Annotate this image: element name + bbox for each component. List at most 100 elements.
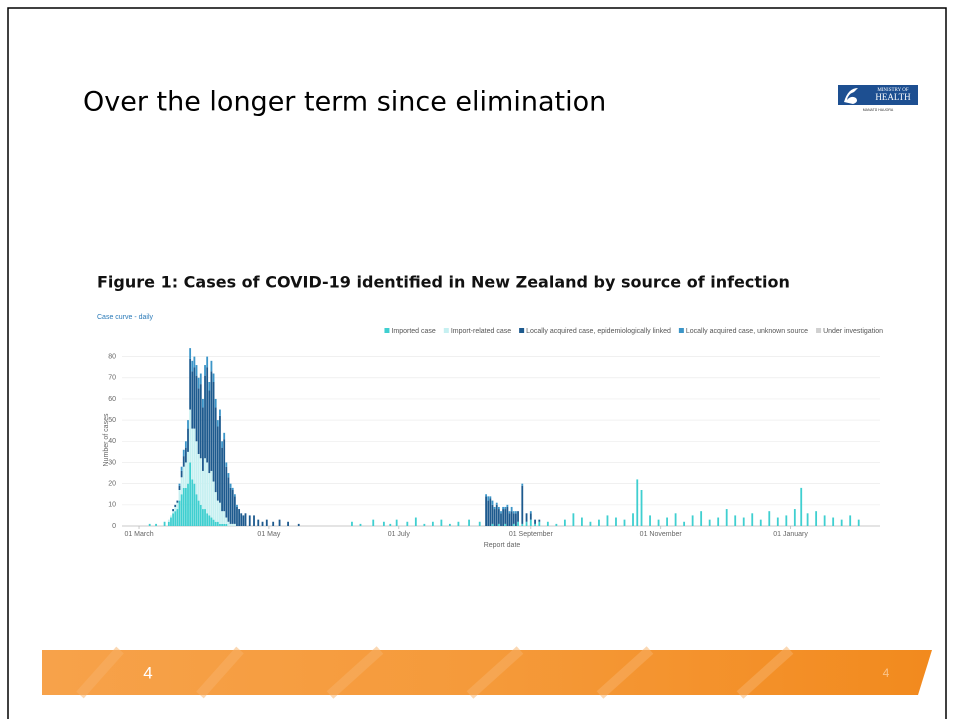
bar-segment — [221, 441, 223, 447]
bar-segment — [581, 518, 583, 526]
bar-segment — [530, 513, 532, 519]
bar-segment — [225, 467, 227, 518]
bar-segment — [406, 522, 408, 526]
bar-segment — [196, 494, 198, 526]
bar-segment — [272, 522, 274, 526]
bar-segment — [215, 492, 217, 522]
bar-segment — [538, 522, 540, 526]
bar-segment — [785, 515, 787, 526]
bar-segment — [183, 467, 185, 488]
y-tick-label: 70 — [108, 375, 116, 382]
bar-segment — [743, 518, 745, 526]
bar-segment — [202, 399, 204, 407]
bar-segment — [234, 524, 236, 526]
bar-segment — [206, 367, 208, 462]
bar-segment — [196, 441, 198, 494]
bar-segment — [487, 496, 489, 500]
bar-segment — [208, 473, 210, 515]
bar-segment — [168, 522, 170, 526]
bar-segment — [500, 513, 502, 526]
bar-segment — [734, 515, 736, 526]
bar-segment — [389, 524, 391, 526]
bar-segment — [204, 458, 206, 509]
bar-segment — [189, 410, 191, 463]
bar-segment — [498, 524, 500, 526]
x-tick-label: 01 January — [773, 531, 808, 538]
bar-segment — [666, 518, 668, 526]
bar-segment — [717, 518, 719, 526]
bar-segment — [692, 515, 694, 526]
bar-segment — [172, 513, 174, 526]
bar-segment — [760, 520, 762, 526]
bar-segment — [215, 399, 217, 407]
bar-segment — [170, 518, 172, 526]
bar-segment — [751, 513, 753, 526]
bar-segment — [202, 509, 204, 526]
bar-segment — [675, 513, 677, 526]
bar-segment — [515, 513, 517, 526]
bar-segment — [238, 509, 240, 526]
bar-segment — [489, 498, 491, 526]
bar-segment — [641, 490, 643, 526]
bar-segment — [206, 513, 208, 526]
bar-segment — [547, 522, 549, 526]
bar-segment — [183, 450, 185, 456]
bar-segment — [217, 426, 219, 500]
bar-segment — [253, 515, 255, 526]
x-tick-label: 01 May — [257, 531, 280, 538]
bar-segment — [213, 482, 215, 520]
bar-segment — [590, 522, 592, 526]
bar-segment — [240, 513, 242, 526]
bar-segment — [228, 477, 230, 521]
bar-segment — [509, 511, 511, 513]
bar-segment — [492, 524, 494, 526]
page-number: 4 — [143, 663, 152, 682]
bar-segment — [496, 505, 498, 526]
bar-segment — [232, 524, 234, 526]
bar-segment — [555, 524, 557, 526]
bar-segment — [211, 518, 213, 526]
y-tick-label: 40 — [108, 438, 116, 445]
bar-segment — [198, 501, 200, 526]
bar-segment — [213, 382, 215, 482]
bar-segment — [513, 511, 515, 513]
bar-segment — [498, 507, 500, 509]
bar-segment — [183, 456, 185, 467]
bar-segment — [236, 505, 238, 507]
legend-label: Imported case — [391, 328, 435, 335]
y-tick-label: 20 — [108, 480, 116, 487]
logo-subtext: MANATŪ HAUORA — [863, 108, 894, 112]
bar-segment — [479, 522, 481, 526]
bar-segment — [383, 522, 385, 526]
bar-segment — [187, 420, 189, 428]
bar-segment — [230, 524, 232, 526]
bar-segment — [172, 511, 174, 513]
bar-segment — [189, 359, 191, 410]
bar-segment — [208, 382, 210, 390]
bar-segment — [534, 520, 536, 524]
bar-segment — [200, 505, 202, 526]
y-tick-label: 60 — [108, 396, 116, 403]
y-tick-label: 50 — [108, 417, 116, 424]
x-tick-label: 01 July — [388, 531, 411, 538]
bar-segment — [649, 515, 651, 526]
bar-segment — [517, 522, 519, 526]
bar-segment — [506, 505, 508, 507]
bar-segment — [198, 388, 200, 454]
bar-segment — [564, 520, 566, 526]
slide-title: Over the longer term since elimination — [83, 87, 606, 118]
bar-segment — [607, 515, 609, 526]
bar-segment — [515, 511, 517, 513]
bar-segment — [298, 524, 300, 526]
bar-segment — [683, 522, 685, 526]
bar-segment — [200, 384, 202, 458]
bar-segment — [219, 524, 221, 526]
bar-segment — [234, 496, 236, 524]
bar-segment — [204, 376, 206, 459]
bar-segment — [223, 439, 225, 511]
bar-segment — [257, 520, 259, 526]
bar-segment — [245, 513, 247, 526]
bar-segment — [200, 458, 202, 505]
bar-segment — [230, 488, 232, 524]
bar-segment — [223, 511, 225, 524]
